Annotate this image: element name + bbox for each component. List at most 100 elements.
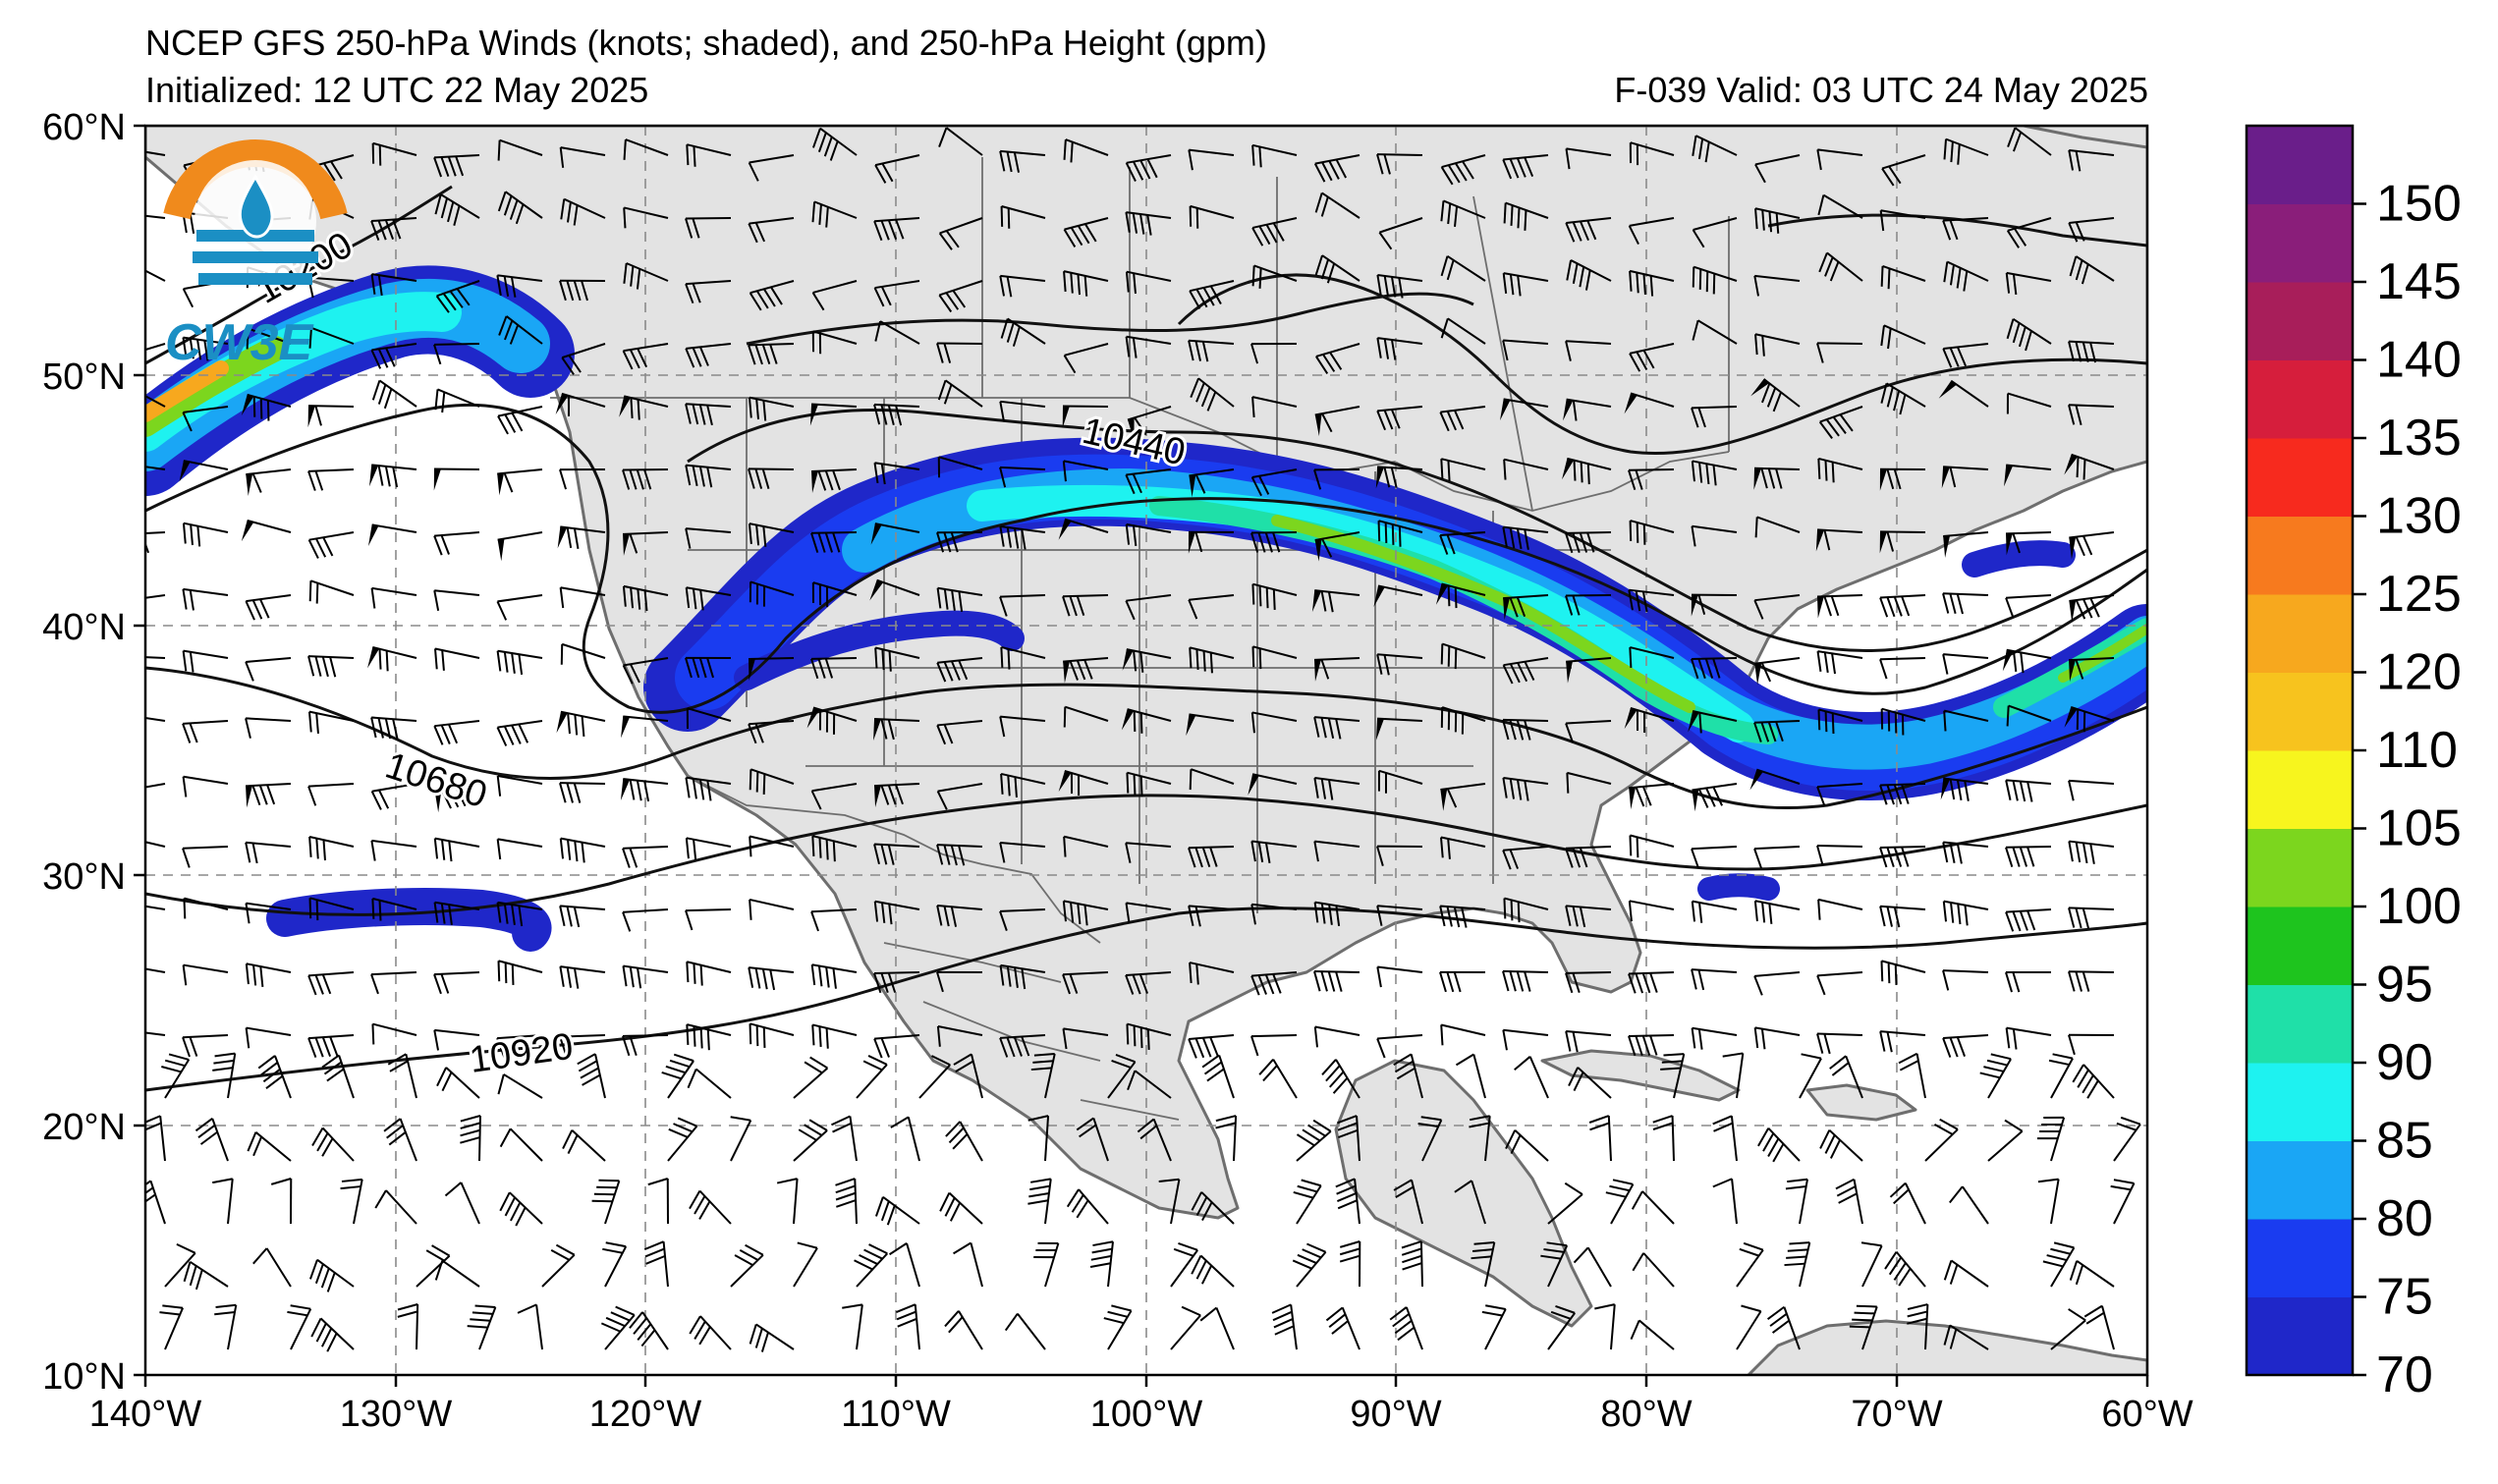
- wind-barb: [938, 127, 983, 156]
- cuba: [1540, 1049, 1741, 1102]
- wind-barb: [1879, 657, 1926, 680]
- wind-barb: [1753, 720, 1801, 742]
- wind-barb: [1248, 773, 1298, 796]
- wind-barb: [2048, 1053, 2074, 1099]
- wind-barb: [999, 841, 1046, 863]
- wind-barb: [1942, 900, 1989, 926]
- wind-barb: [1376, 965, 1423, 988]
- wind-barb: [1750, 378, 1801, 412]
- wind-barb: [873, 1034, 920, 1059]
- colorbar-label: 135: [2376, 410, 2462, 467]
- wind-barb: [1251, 645, 1298, 670]
- wind-barb: [307, 710, 355, 735]
- wind-barb: [307, 531, 355, 559]
- wind-barb: [748, 396, 795, 421]
- wind-barb: [2069, 657, 2115, 683]
- wind-barb: [2069, 531, 2115, 560]
- wind-barb: [246, 468, 292, 496]
- wind-barb: [1754, 154, 1801, 184]
- lon-label-70w: 70°W: [1851, 1394, 1942, 1435]
- wind-barb: [1376, 337, 1423, 360]
- wind-barb: [562, 1129, 606, 1162]
- wind-barb: [182, 1034, 229, 1058]
- wind-barb: [245, 657, 292, 682]
- wind-barb: [623, 206, 669, 229]
- wind-barb: [577, 1053, 606, 1099]
- wind-barb: [953, 1241, 983, 1288]
- wind-barb: [1325, 1306, 1360, 1350]
- wind-barb: [1454, 1180, 1486, 1225]
- wind-barb: [1125, 468, 1172, 495]
- wind-barb: [888, 1242, 920, 1288]
- wind-barb: [1103, 1304, 1133, 1350]
- wind-barb: [1754, 333, 1801, 357]
- wind-barb: [1199, 1306, 1235, 1350]
- lon-label-120w: 120°W: [589, 1394, 702, 1435]
- wind-barb: [806, 706, 858, 735]
- wind-barb: [1818, 251, 1863, 282]
- colorbar-label: 90: [2376, 1034, 2433, 1091]
- wind-barb: [2006, 317, 2052, 352]
- wind-barb: [810, 657, 858, 680]
- wind-barb: [182, 963, 229, 986]
- wind-barb: [1565, 147, 1612, 170]
- colorbar-label: 80: [2376, 1190, 2433, 1247]
- wind-barb: [1250, 903, 1298, 925]
- wind-barb: [1376, 274, 1423, 299]
- wind-barb: [1938, 379, 1989, 408]
- wind-barb: [1540, 1241, 1569, 1288]
- wind-barb: [1062, 405, 1109, 428]
- wind-barb: [308, 326, 355, 349]
- wind-barb: [1063, 217, 1109, 247]
- lon-axis: [143, 1375, 2149, 1387]
- wind-barb: [1628, 900, 1675, 922]
- wind-barb: [1594, 1303, 1616, 1350]
- wind-barb: [685, 776, 732, 801]
- wind-barb: [1125, 335, 1172, 358]
- wind-barb: [1170, 1305, 1201, 1350]
- contour-10440: [687, 408, 2147, 652]
- wind-barb: [1605, 1179, 1635, 1225]
- wind-barb: [1250, 1034, 1298, 1057]
- wind-barb: [1503, 897, 1549, 923]
- wind-barb: [246, 327, 292, 350]
- wind-barb: [1753, 971, 1801, 996]
- wind-barb: [498, 315, 543, 345]
- wind-barb: [1632, 1252, 1675, 1288]
- colorbar-segment: [2247, 359, 2353, 439]
- wind-barb: [945, 1121, 983, 1162]
- wind-barb: [1722, 1052, 1745, 1099]
- wind-barb: [622, 584, 669, 612]
- contour-mid-a: [145, 403, 2147, 714]
- wind-barb: [1440, 1023, 1486, 1046]
- wind-barb: [159, 1304, 184, 1350]
- wind-barb: [1879, 1030, 1926, 1053]
- wind-barb: [1502, 525, 1549, 550]
- wind-barb: [368, 464, 417, 488]
- wind-barb: [1942, 217, 1989, 241]
- wind-barb: [1753, 594, 1801, 620]
- wind-barb: [257, 1055, 292, 1099]
- wind-barb: [433, 1028, 480, 1051]
- wind-barb: [2007, 127, 2052, 156]
- wind-barb: [1188, 1034, 1235, 1059]
- wind-barb: [1335, 1178, 1360, 1225]
- wind-barb: [1943, 709, 1989, 732]
- wind-barb: [1189, 646, 1235, 674]
- wind-barb: [622, 531, 669, 556]
- wind-barb: [340, 1178, 363, 1225]
- wind-barb: [1879, 209, 1926, 232]
- wind-barb: [1313, 154, 1360, 183]
- wind-barb: [496, 901, 543, 927]
- wind-barb: [1250, 711, 1298, 734]
- wind-barb: [370, 343, 417, 369]
- wind-barb: [1062, 900, 1109, 926]
- wind-barb: [1749, 768, 1801, 791]
- wind-barb: [1125, 594, 1172, 621]
- wind-barb: [1158, 1178, 1181, 1225]
- contour-10920: [145, 907, 2147, 1092]
- wind-barb: [2006, 217, 2052, 248]
- wind-barb: [1062, 971, 1109, 995]
